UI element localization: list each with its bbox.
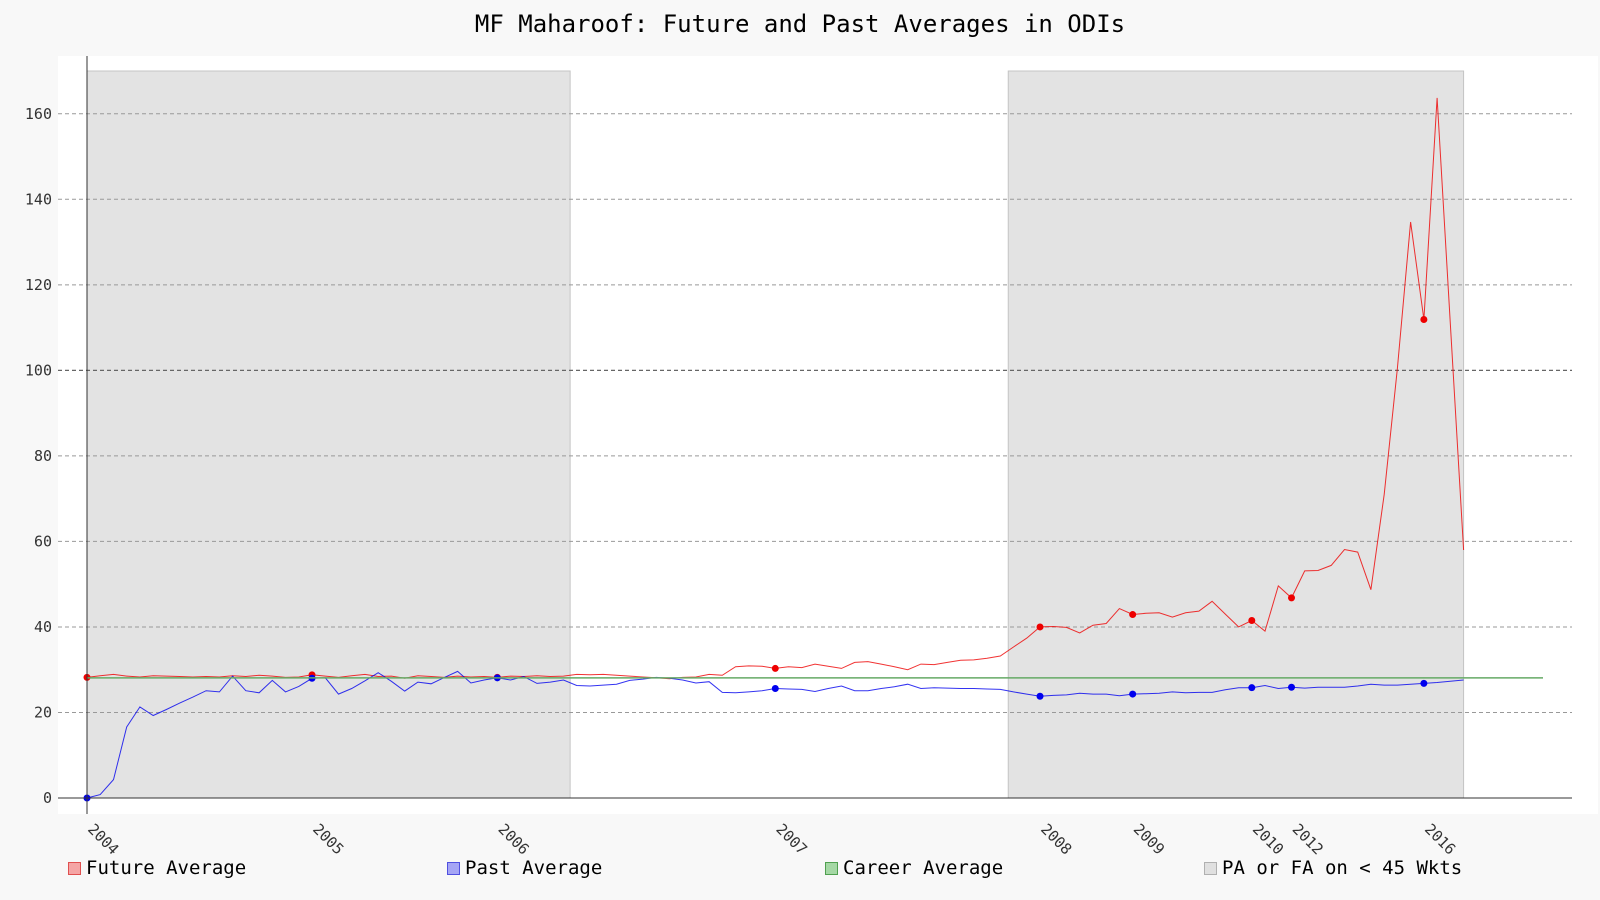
y-tick-label: 20 bbox=[34, 703, 52, 721]
past-average-point bbox=[1288, 683, 1296, 691]
legend-label-career-average: Career Average bbox=[843, 857, 1004, 879]
future-average-point bbox=[1036, 623, 1044, 631]
legend-swatch-future-average bbox=[68, 861, 81, 875]
legend-swatch-career-average bbox=[825, 861, 838, 875]
x-tick-label: 2007 bbox=[772, 820, 810, 858]
y-tick-label: 160 bbox=[25, 105, 52, 123]
legend-swatch-shaded-region bbox=[1204, 861, 1217, 875]
y-tick-label: 80 bbox=[34, 447, 52, 465]
x-tick-label: 2012 bbox=[1289, 820, 1327, 858]
y-tick-label: 100 bbox=[25, 361, 52, 379]
y-tick-label: 40 bbox=[34, 618, 52, 636]
future-average-point bbox=[1420, 315, 1428, 323]
past-average-point bbox=[1248, 684, 1256, 692]
legend-label-past-average: Past Average bbox=[465, 857, 603, 879]
x-tick-label: 2009 bbox=[1130, 820, 1168, 858]
x-tick-label: 2005 bbox=[309, 820, 347, 858]
legend-item-past-average[interactable]: Past Average bbox=[447, 857, 602, 879]
past-average-point bbox=[771, 685, 779, 693]
past-average-point bbox=[1420, 679, 1428, 687]
x-tick-label: 2006 bbox=[494, 820, 532, 858]
x-tick-label: 2004 bbox=[84, 820, 122, 858]
shaded-region-1 bbox=[86, 70, 571, 799]
y-tick-label: 140 bbox=[25, 190, 52, 208]
legend-swatch-past-average bbox=[447, 861, 460, 875]
y-tick-label: 0 bbox=[43, 789, 52, 807]
legend-item-shaded-region[interactable]: PA or FA on < 45 Wkts bbox=[1204, 857, 1462, 879]
gridlines bbox=[58, 113, 1572, 713]
legend-label-shaded-region: PA or FA on < 45 Wkts bbox=[1222, 857, 1463, 879]
axes bbox=[58, 56, 1572, 814]
legend-item-future-average[interactable]: Future Average bbox=[68, 857, 246, 879]
legend-item-career-average[interactable]: Career Average bbox=[825, 857, 1003, 879]
y-tick-label: 120 bbox=[25, 276, 52, 294]
x-tick-label: 2016 bbox=[1421, 820, 1459, 858]
future-average-point bbox=[1288, 594, 1296, 602]
legend-label-future-average: Future Average bbox=[86, 857, 247, 879]
x-tick-label: 2010 bbox=[1249, 820, 1287, 858]
past-average-point bbox=[1129, 690, 1137, 698]
y-tick-label: 60 bbox=[34, 532, 52, 550]
future-average-point bbox=[1248, 617, 1256, 625]
x-tick-label: 2008 bbox=[1037, 820, 1075, 858]
future-average-point bbox=[1129, 611, 1137, 619]
future-average-point bbox=[771, 664, 779, 672]
chart-title: MF Maharoof: Future and Past Averages in… bbox=[474, 10, 1126, 38]
shaded-region-2 bbox=[1007, 70, 1465, 799]
past-average-point bbox=[1036, 692, 1044, 700]
series-lines bbox=[83, 97, 1543, 802]
